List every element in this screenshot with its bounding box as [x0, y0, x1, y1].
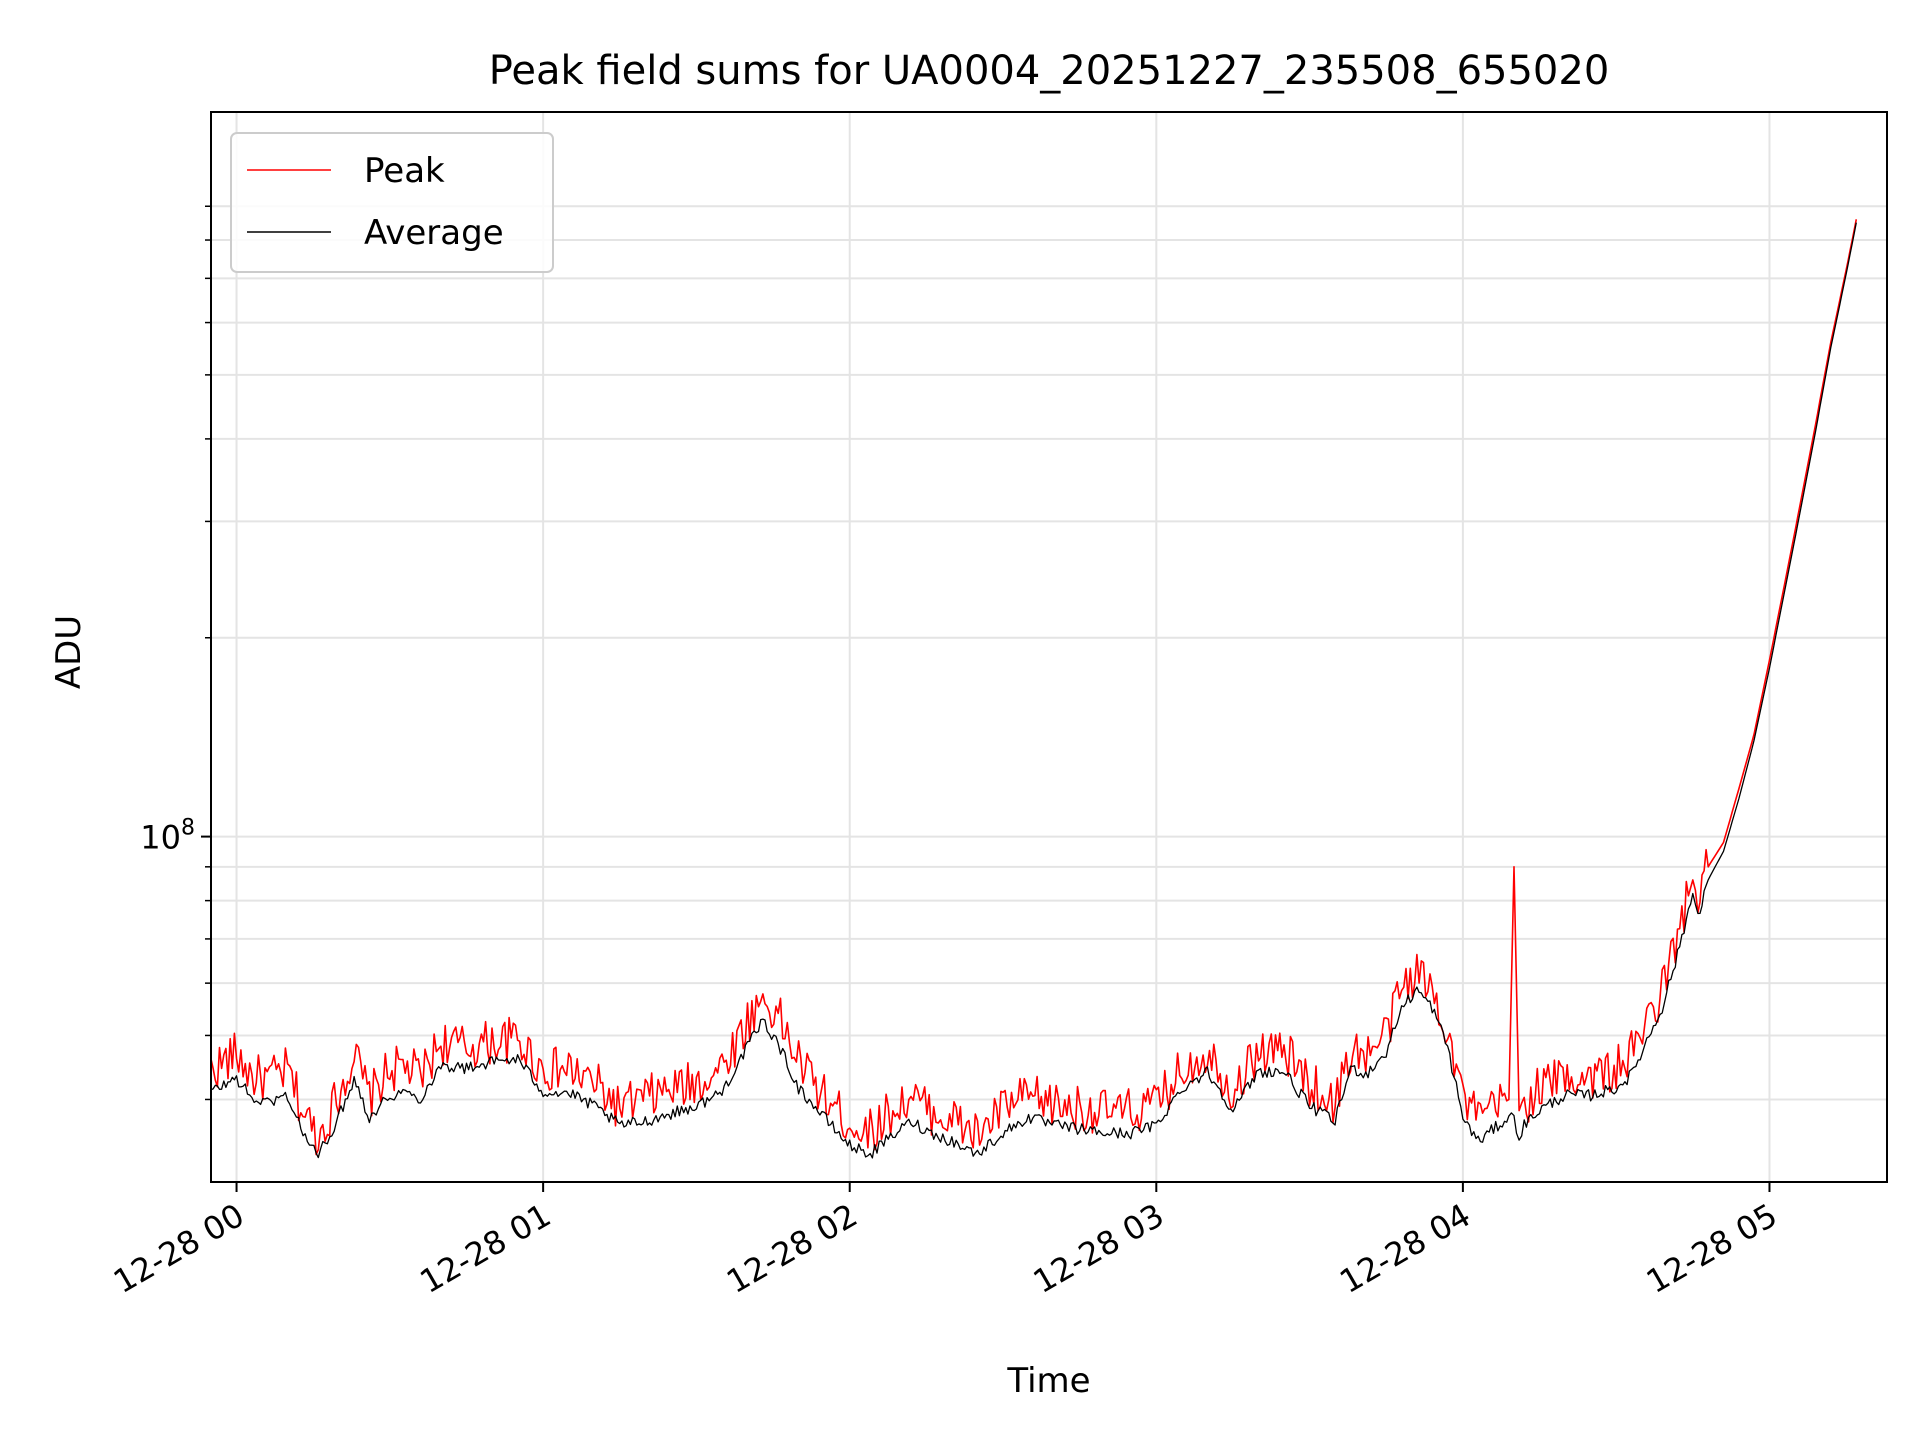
series-line-average [211, 222, 1857, 1159]
y-tick-label-base: 10 [140, 819, 181, 857]
chart-title: Peak field sums for UA0004_20251227_2355… [489, 48, 1610, 94]
legend: Peak Average [230, 132, 554, 273]
legend-box [230, 132, 554, 273]
series-line-peak [211, 219, 1858, 1156]
x-axis-label: Time [1006, 1361, 1090, 1401]
y-axis-label: ADU [49, 615, 89, 689]
legend-label-average: Average [364, 213, 504, 253]
y-tick-label-exponent: 8 [181, 816, 195, 841]
y-tick-label: 108 [140, 816, 195, 857]
plot-frame [210, 111, 1888, 1183]
grid-lines [211, 112, 1887, 1182]
legend-label-peak: Peak [364, 151, 445, 191]
series-layer [211, 219, 1858, 1159]
